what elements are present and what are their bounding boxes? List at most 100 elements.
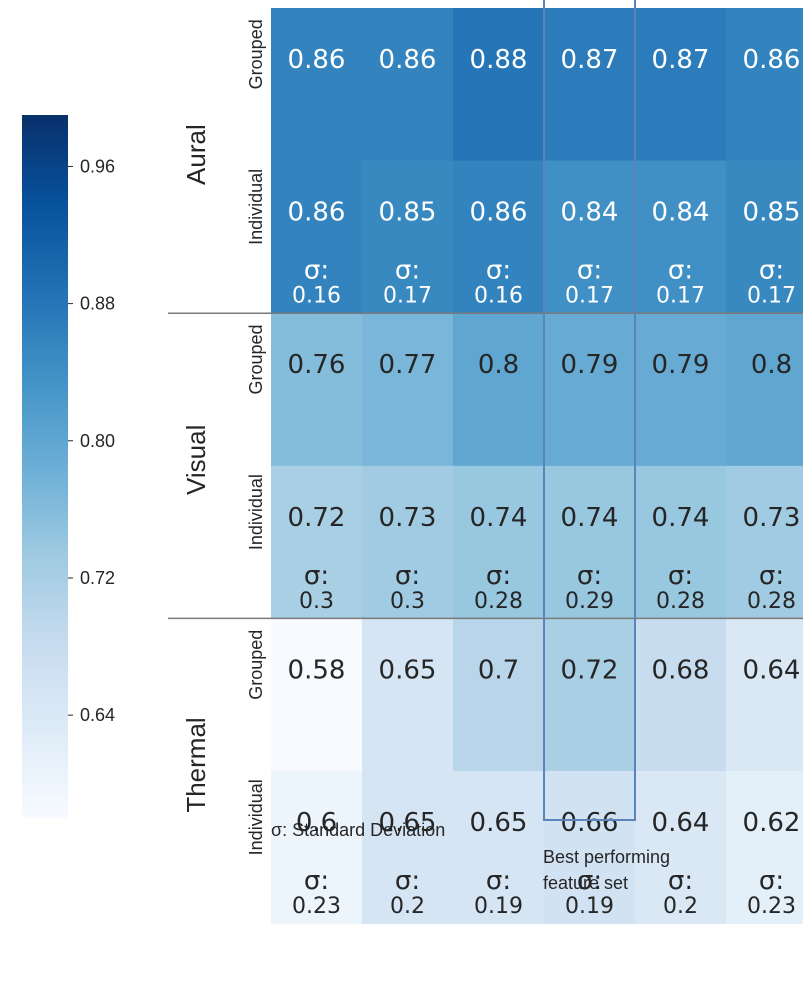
heatmap-cell: [544, 8, 636, 162]
cell-value: 0.62: [743, 808, 801, 838]
cell-sigma-label: σ:: [577, 866, 602, 896]
cell-value: 0.65: [379, 808, 437, 838]
heatmap-cell: [453, 465, 545, 619]
cell-value: 0.77: [379, 350, 437, 380]
colorbar-tick-label: 0.64: [80, 705, 115, 725]
modality-label-thermal: Thermal: [181, 717, 211, 812]
cell-sigma-label: σ:: [759, 866, 784, 896]
heatmap-cell: [271, 771, 363, 925]
row-labels: Grouped Individual Grouped Individual Groupe…: [181, 19, 266, 855]
heatmap-cell: [635, 465, 727, 619]
cell-sigma-value: 0.3: [390, 589, 425, 614]
cell-sigma-label: σ:: [668, 256, 693, 286]
heatmap-cell: [726, 160, 803, 314]
cell-value: 0.79: [652, 350, 710, 380]
cell-sigma-label: σ:: [304, 256, 329, 286]
cell-sigma-value: 0.17: [565, 284, 614, 309]
heatmap-cell: [271, 313, 363, 467]
cell-value: 0.79: [561, 350, 619, 380]
modality-label-visual: Visual: [181, 425, 211, 495]
heatmap-cell: [635, 618, 727, 772]
cell-value: 0.8: [478, 350, 519, 380]
cell-sigma-label: σ:: [395, 866, 420, 896]
cell-sigma-label: σ:: [759, 256, 784, 286]
cell-sigma-value: 0.16: [474, 284, 523, 309]
cell-sigma-label: σ:: [668, 561, 693, 591]
colorbar-ticks: 0.96 0.88 0.80 0.72 0.64: [68, 156, 115, 725]
heatmap-cell: [453, 160, 545, 314]
heatmap-cell: [635, 771, 727, 925]
row-label-grouped: Grouped: [246, 19, 266, 89]
row-label-individual: Individual: [246, 474, 266, 550]
heatmap-cell: [362, 8, 454, 162]
colorbar-tick-label: 0.72: [80, 568, 115, 588]
cell-sigma-value: 0.17: [656, 284, 705, 309]
heatmap-cell: [453, 313, 545, 467]
best-feature-set-label: Best performing: [543, 847, 670, 867]
cell-value: 0.8: [751, 350, 792, 380]
row-label-grouped: Grouped: [246, 630, 266, 700]
modality-separators: [168, 312, 803, 620]
best-feature-set-label-line2: feature set: [543, 873, 628, 893]
colorbar: [22, 115, 68, 818]
cell-value: 0.87: [561, 45, 619, 75]
cell-sigma-label: σ:: [395, 561, 420, 591]
heatmap-cell: [544, 465, 636, 619]
heatmap-cell: [726, 8, 803, 162]
colorbar-tick-label: 0.88: [80, 294, 115, 314]
cell-sigma-label: σ:: [577, 561, 602, 591]
cell-sigma-value: 0.2: [663, 894, 698, 919]
heatmap-cell: [544, 618, 636, 772]
cell-sigma-label: σ:: [304, 866, 329, 896]
cell-sigma-label: σ:: [486, 561, 511, 591]
heatmap-cell: [544, 771, 636, 925]
cell-value: 0.65: [379, 655, 437, 685]
cell-sigma-label: σ:: [304, 561, 329, 591]
heatmap-cell: [544, 313, 636, 467]
heatmap-cell: [271, 618, 363, 772]
row-label-grouped: Grouped: [246, 324, 266, 394]
heatmap-cell: [453, 618, 545, 772]
cell-value: 0.84: [561, 198, 619, 228]
cell-sigma-label: σ:: [668, 866, 693, 896]
heatmap-cell: [271, 8, 363, 162]
cell-value: 0.88: [470, 45, 528, 75]
row-label-individual: Individual: [246, 169, 266, 245]
cell-sigma-value: 0.23: [747, 894, 796, 919]
cell-value: 0.86: [470, 198, 528, 228]
heatmap-cell: [271, 160, 363, 314]
heatmap-cell: [362, 160, 454, 314]
cell-value: 0.72: [288, 503, 346, 533]
row-label-individual: Individual: [246, 779, 266, 855]
cell-value: 0.58: [288, 655, 346, 685]
heatmap-cell: [635, 8, 727, 162]
cell-value: 0.84: [652, 198, 710, 228]
cell-value: 0.64: [743, 655, 801, 685]
cell-sigma-value: 0.28: [474, 589, 523, 614]
cell-value: 0.85: [379, 198, 437, 228]
cell-sigma-value: 0.17: [383, 284, 432, 309]
heatmap-cell: [271, 465, 363, 619]
cell-value: 0.86: [379, 45, 437, 75]
cell-sigma-value: 0.19: [565, 894, 614, 919]
cell-sigma-value: 0.28: [656, 589, 705, 614]
heatmap-cell: [453, 771, 545, 925]
cell-sigma-value: 0.2: [390, 894, 425, 919]
cell-value: 0.86: [288, 198, 346, 228]
sigma-footnote: σ: Standard Deviation: [271, 820, 445, 840]
heatmap-cell: [362, 313, 454, 467]
cell-value: 0.68: [652, 655, 710, 685]
heatmap-cell: [726, 313, 803, 467]
cell-values: 0.86 0.86 0.88 0.87 0.87 0.860.86σ:0.160.85σ:…: [288, 45, 801, 919]
cell-value: 0.74: [561, 503, 619, 533]
heatmap-cell: [453, 8, 545, 162]
best-feature-set-highlight: [543, 0, 636, 821]
heatmap-cell: [362, 618, 454, 772]
cell-sigma-value: 0.23: [292, 894, 341, 919]
cell-sigma-value: 0.28: [747, 589, 796, 614]
heatmap-cells: [271, 8, 803, 925]
cell-sigma-label: σ:: [577, 256, 602, 286]
cell-sigma-value: 0.19: [474, 894, 523, 919]
cell-sigma-label: σ:: [486, 866, 511, 896]
colorbar-tick-label: 0.96: [80, 156, 115, 176]
